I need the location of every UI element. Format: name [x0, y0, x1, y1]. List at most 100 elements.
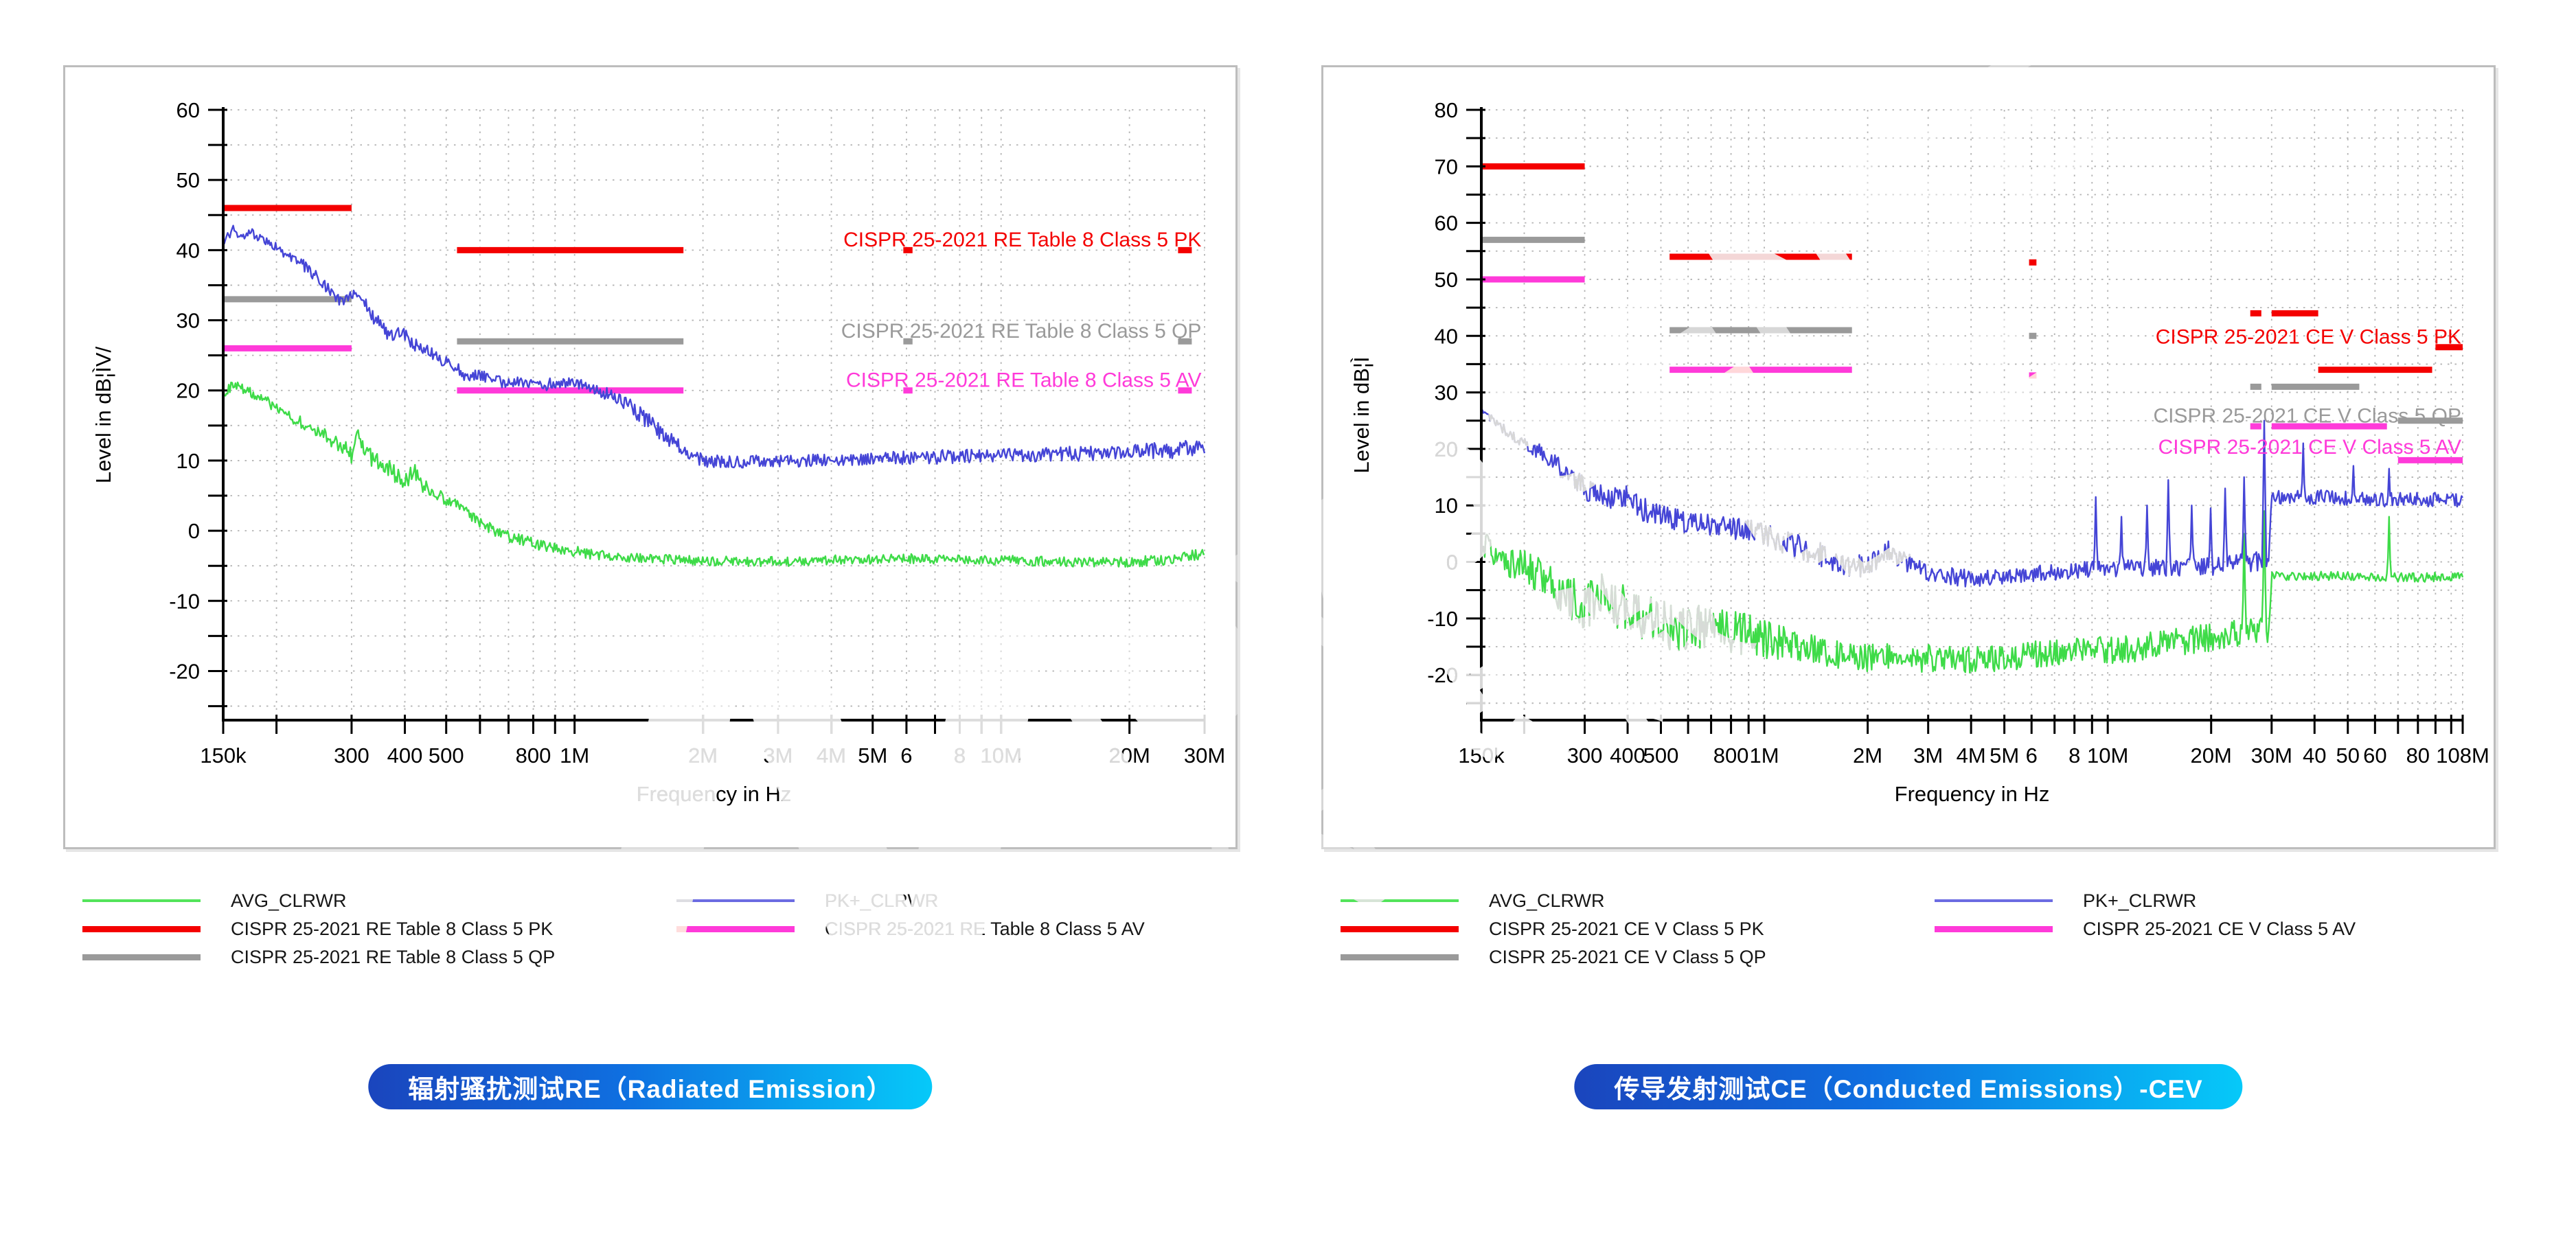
- y-tick-label: -20: [1427, 663, 1458, 687]
- x-tick-label: 1M: [1750, 743, 1779, 768]
- y-tick-label: 20: [1435, 437, 1458, 461]
- x-tick-label: 400: [1610, 743, 1645, 768]
- legend-column: AVG_CLRWR CISPR 25-2021 RE Table 8 Class …: [82, 889, 555, 969]
- re-chart-svg: 60 50 40 30 20 10 0 -10 -20 150k 300 400 500 800 1M 2M 3…: [91, 98, 1225, 806]
- legend-swatch-limit: [82, 925, 201, 932]
- re-panel: 60 50 40 30 20 10 0 -10 -20 150k 300 400 500 800 1M 2M 3…: [63, 65, 1238, 1136]
- y-tick-label: 50: [176, 168, 200, 192]
- legend-column: PK+_CLRWR CISPR 25-2021 RE Table 8 Class …: [676, 889, 1145, 941]
- ce-legend: AVG_CLRWR CISPR 25-2021 CE V Class 5 PK CI…: [1321, 889, 2496, 982]
- limit-lines: [1481, 163, 2463, 463]
- x-tick-label: 10M: [981, 743, 1022, 768]
- y-tick-label: 10: [1435, 494, 1458, 518]
- x-tick-label: 400: [387, 743, 423, 768]
- y-tick-label: 40: [176, 238, 200, 262]
- x-tick-label: 150k: [1458, 743, 1505, 768]
- re-legend: AVG_CLRWR CISPR 25-2021 RE Table 8 Class …: [63, 889, 1238, 982]
- x-tick-label: 20M: [1108, 743, 1150, 768]
- x-axis-title: Frequency in Hz: [1895, 782, 2050, 806]
- legend-item: PK+_CLRWR: [1935, 889, 2356, 912]
- legend-swatch-trace: [1935, 899, 2053, 902]
- axes: [208, 107, 1206, 734]
- x-tick-label: 2M: [688, 743, 718, 768]
- x-tick-label: 8: [954, 743, 966, 768]
- legend-item: PK+_CLRWR: [676, 889, 1145, 912]
- grid: [223, 109, 1205, 720]
- y-tick-label: 60: [1435, 211, 1458, 235]
- x-tick-label: 3M: [763, 743, 793, 768]
- legend-label: CISPR 25-2021 RE Table 8 Class 5 QP: [231, 946, 556, 967]
- x-tick-label: 80: [2406, 743, 2430, 768]
- y-tick-label: -20: [169, 659, 200, 683]
- x-tick-label: 60: [2363, 743, 2386, 768]
- x-tick-label: 6: [2026, 743, 2038, 768]
- legend-swatch-limit: [1341, 925, 1459, 932]
- legend-item: CISPR 25-2021 RE Table 8 Class 5 AV: [676, 917, 1145, 941]
- legend-swatch-limit: [1341, 954, 1459, 960]
- x-tick-label: 5M: [858, 743, 887, 768]
- y-tick-label: 10: [176, 449, 200, 473]
- trace-PK+_CLRWR: [223, 224, 1206, 469]
- x-tick-label: 800: [1713, 743, 1749, 768]
- x-tick-label: 30M: [1184, 743, 1225, 768]
- legend-item: CISPR 25-2021 RE Table 8 Class 5 PK: [82, 917, 555, 941]
- annotations: CISPR 25-2021 CE V Class 5 PK CISPR 25-20…: [2153, 325, 2461, 459]
- y-tick-label: 70: [1435, 154, 1458, 178]
- y-tick-label: 30: [176, 309, 200, 333]
- x-axis-title: Frequency in Hz: [637, 782, 792, 806]
- x-tick-label: 500: [429, 743, 464, 768]
- limit-lines: [223, 205, 1192, 394]
- legend-label: AVG_CLRWR: [1489, 890, 1605, 911]
- legend-label: PK+_CLRWR: [825, 890, 939, 911]
- y-tick-label: 0: [1446, 551, 1458, 575]
- x-tick-label: 8: [2068, 743, 2080, 768]
- traces: [222, 224, 1206, 568]
- y-tick-label: 40: [1435, 324, 1458, 348]
- x-tick-label: 6: [900, 743, 912, 768]
- y-tick-label: 50: [1435, 268, 1458, 292]
- limit-annotation: CISPR 25-2021 RE Table 8 Class 5 QP: [841, 320, 1202, 343]
- annotations: CISPR 25-2021 RE Table 8 Class 5 PK CISPR…: [841, 229, 1202, 391]
- y-tick-label: 20: [176, 379, 200, 403]
- limit-annotation: CISPR 25-2021 CE V Class 5 AV: [2158, 436, 2461, 459]
- legend-label: AVG_CLRWR: [231, 890, 347, 911]
- x-tick-label: 4M: [1957, 743, 1986, 768]
- re-chart-frame: 60 50 40 30 20 10 0 -10 -20 150k 300 400 500 800 1M 2M 3…: [63, 65, 1238, 849]
- x-tick-label: 1M: [560, 743, 589, 768]
- legend-item: AVG_CLRWR: [82, 889, 555, 912]
- x-tick-label: 50: [2336, 743, 2359, 768]
- y-tick-label: -10: [1427, 607, 1458, 631]
- x-tick-label: 300: [1567, 743, 1603, 768]
- limit-annotation: CISPR 25-2021 RE Table 8 Class 5 PK: [843, 229, 1201, 251]
- legend-item: CISPR 25-2021 RE Table 8 Class 5 QP: [82, 945, 555, 969]
- legend-label: PK+_CLRWR: [2083, 890, 2197, 911]
- axis-titles: Frequency in Hz Level in dB¦ÌV/: [91, 346, 791, 806]
- legend-column: PK+_CLRWR CISPR 25-2021 CE V Class 5 AV: [1935, 889, 2356, 941]
- traces: [1480, 408, 2464, 674]
- legend-label: CISPR 25-2021 RE Table 8 Class 5 PK: [231, 918, 554, 939]
- trace-PK+_CLRWR: [1481, 408, 2463, 588]
- ce-chart-frame: 80 70 60 50 40 30 20 10 0 -10 -20 150k 300 400 500 800 1…: [1321, 65, 2496, 849]
- legend-label: CISPR 25-2021 RE Table 8 Class 5 AV: [825, 918, 1145, 939]
- ce-panel: 80 70 60 50 40 30 20 10 0 -10 -20 150k 300 400 500 800 1…: [1321, 65, 2496, 1136]
- legend-label: CISPR 25-2021 CE V Class 5 PK: [1489, 918, 1764, 939]
- x-tick-label: 30M: [2251, 743, 2292, 768]
- limit-annotation: CISPR 25-2021 RE Table 8 Class 5 AV: [846, 369, 1202, 391]
- ce-banner: 传导发射测试CE（Conducted Emissions）-CEV: [1574, 1064, 2243, 1109]
- x-tick-label: 500: [1643, 743, 1679, 768]
- y-tick-label: 80: [1435, 98, 1458, 122]
- y-axis-title: Level in dB¦Ì: [1349, 356, 1374, 473]
- legend-swatch-limit: [82, 954, 201, 960]
- limit-annotation: CISPR 25-2021 CE V Class 5 QP: [2153, 405, 2461, 428]
- x-tick-label: 800: [516, 743, 551, 768]
- x-tick-label: 5M: [1990, 743, 2019, 768]
- x-tick-label: 108M: [2436, 743, 2489, 768]
- y-tick-label: 60: [176, 98, 200, 122]
- legend-column: AVG_CLRWR CISPR 25-2021 CE V Class 5 PK CI…: [1341, 889, 1766, 969]
- legend-swatch-limit: [676, 925, 795, 932]
- y-tick-label: 0: [188, 519, 200, 543]
- x-tick-label: 10M: [2087, 743, 2128, 768]
- legend-swatch-limit: [1935, 925, 2053, 932]
